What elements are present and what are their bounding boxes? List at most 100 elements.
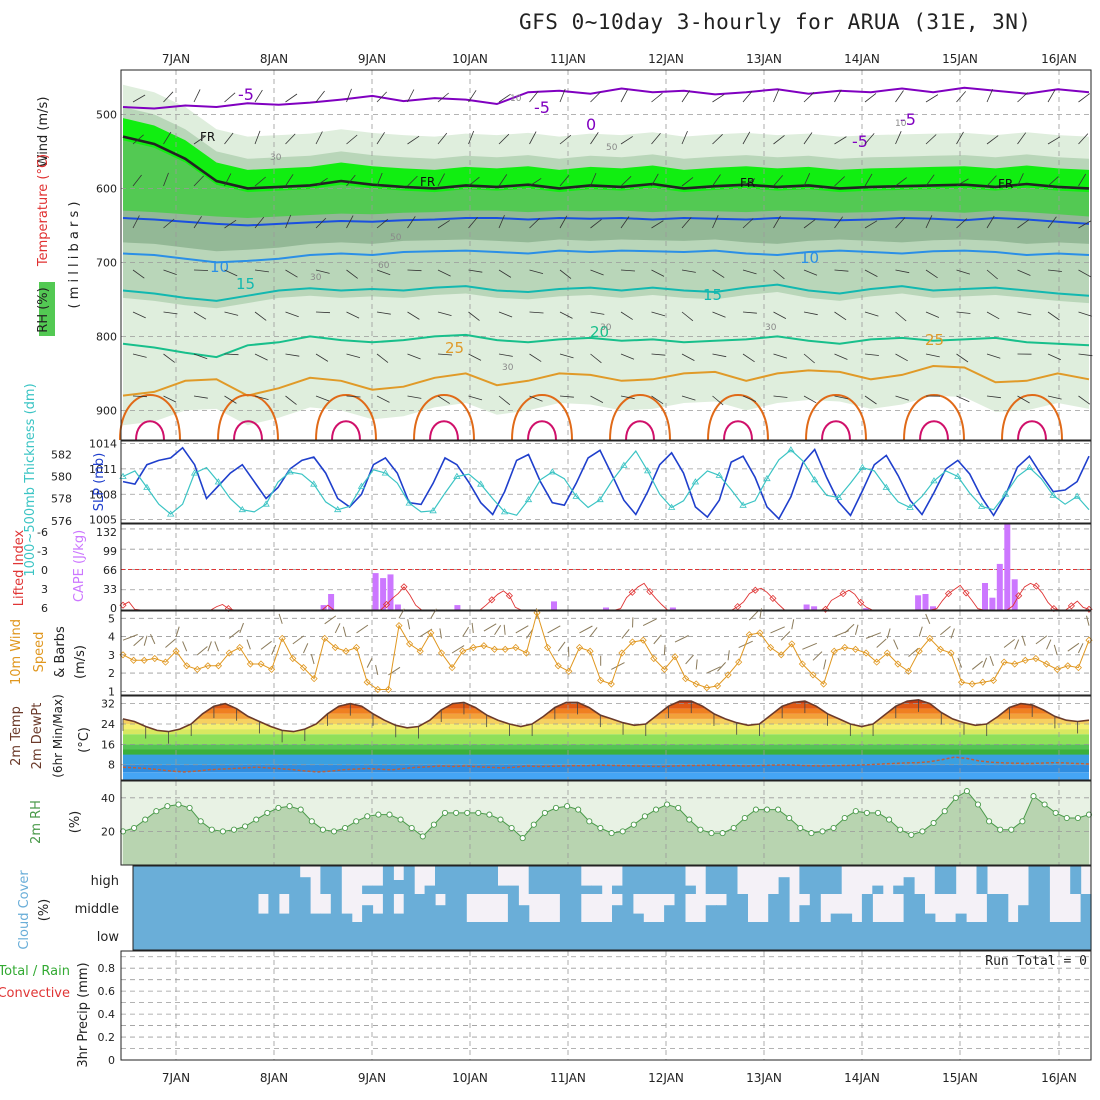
thickness-marker — [238, 505, 247, 513]
rh2m-marker — [131, 824, 138, 832]
wind-speed-marker — [660, 665, 668, 673]
contour-35c-arc — [527, 420, 557, 441]
thickness-marker — [333, 505, 342, 513]
cloud-cell-low — [789, 922, 800, 950]
cloud-cell-high — [705, 866, 717, 894]
rh2m-marker — [997, 826, 1004, 833]
wind-tick: 2 — [108, 667, 115, 680]
wind-barb — [834, 89, 842, 103]
cloud-cell-middle — [768, 894, 780, 922]
wind-speed-marker — [777, 651, 785, 659]
temp-band — [123, 749, 1089, 755]
wind-barb-10m — [759, 608, 762, 619]
wind-barb — [1047, 176, 1059, 187]
wind-barb — [895, 395, 909, 401]
panel-border — [120, 523, 1092, 611]
rh2m-marker — [475, 809, 482, 816]
wind-barb — [376, 218, 389, 229]
wind-barb-10m — [494, 625, 502, 636]
cloud-cell-middle — [716, 905, 728, 922]
wind-barb — [407, 135, 420, 145]
wind-barb-10m — [271, 644, 277, 656]
cloud-cell-low — [424, 922, 436, 950]
wind-barb-10m — [1067, 642, 1080, 652]
wind-barb — [468, 395, 483, 401]
cloud-cell-middle — [278, 913, 290, 922]
cloud-cell-low — [195, 922, 207, 950]
wind-barb — [346, 353, 361, 358]
wind-barb — [620, 89, 628, 103]
wind-barb — [651, 220, 664, 229]
lifted-index-marker — [1015, 592, 1023, 600]
pressure-tick: 900 — [96, 404, 117, 417]
wind-barb — [773, 311, 787, 319]
rh2m-marker — [541, 809, 548, 816]
wind-barb — [742, 178, 756, 187]
wind-speed-marker — [183, 662, 191, 670]
cloud-cell-low — [809, 922, 821, 950]
wind-speed-marker — [257, 660, 265, 668]
wind-barb — [956, 131, 964, 145]
rh2m-marker — [863, 809, 870, 816]
wind-speed-marker — [363, 678, 371, 686]
wind-barb-10m — [908, 647, 919, 658]
wind-speed-marker — [130, 656, 138, 664]
wind-barb — [468, 217, 478, 229]
cloud-cell-low — [695, 922, 707, 950]
cloud-cell-middle — [632, 913, 644, 922]
wind-barb-10m — [503, 624, 506, 635]
date-label-top: 7JAN — [162, 52, 190, 66]
wind-barb — [620, 353, 635, 360]
wind-barb — [895, 131, 902, 145]
wind-barb-10m — [1021, 635, 1026, 646]
thickness-marker — [858, 463, 867, 470]
rh2m-marker — [730, 824, 737, 832]
temp-tick: 8 — [108, 759, 115, 772]
rh2m-marker — [575, 806, 582, 813]
thickness-marker — [882, 483, 891, 490]
rh2m-marker — [874, 809, 882, 816]
wind-barb — [803, 269, 818, 276]
cloud-cell-high — [684, 885, 696, 894]
wind-barb-10m — [214, 641, 220, 652]
cloud-cell-middle — [435, 905, 446, 922]
lifted-index-marker — [839, 590, 847, 598]
rh2m-area — [123, 791, 1089, 865]
wind-barb-10m — [1086, 615, 1090, 626]
cloud-cell-low — [268, 922, 280, 950]
wind-barb-10m — [982, 657, 988, 668]
cloud-cell-high — [643, 866, 655, 894]
cloud-cell-middle — [455, 894, 467, 922]
rh2m-marker — [1019, 818, 1026, 825]
wind-barb — [712, 94, 725, 103]
temp-band — [123, 764, 1089, 773]
contour-5-c — [122, 216, 1090, 227]
wind-barb-10m — [398, 608, 405, 619]
cloud-cell-high — [476, 866, 488, 894]
thickness-marker — [977, 502, 986, 509]
slp-tick: 1011 — [89, 463, 117, 476]
cloud-cell-high — [289, 866, 301, 894]
wind-barb — [315, 353, 329, 362]
wind-speed-marker — [448, 664, 456, 672]
wind-speed-marker — [575, 643, 584, 652]
thickness-tick: 582 — [51, 448, 72, 461]
rh2m-marker — [830, 824, 837, 832]
lifted-index-marker — [962, 589, 970, 597]
cloud-cell-middle — [799, 905, 811, 922]
cloud-cell-low — [757, 922, 769, 950]
wind-barb — [498, 133, 510, 145]
cloud-cell-high — [549, 866, 561, 894]
lifted-index-marker — [821, 605, 830, 613]
contour-label-rh: 30 — [600, 323, 612, 333]
rh2m-marker — [1085, 811, 1093, 818]
wind-barb — [407, 311, 420, 320]
rh2m-marker — [797, 824, 804, 832]
wind-speed-marker — [512, 643, 520, 652]
wind-barb — [468, 176, 480, 187]
wind-barb — [803, 173, 811, 187]
wind-barb — [132, 269, 145, 279]
wind-barb-10m — [246, 639, 251, 650]
dewpt-line — [122, 756, 1090, 773]
cloud-cell-middle — [258, 913, 269, 922]
